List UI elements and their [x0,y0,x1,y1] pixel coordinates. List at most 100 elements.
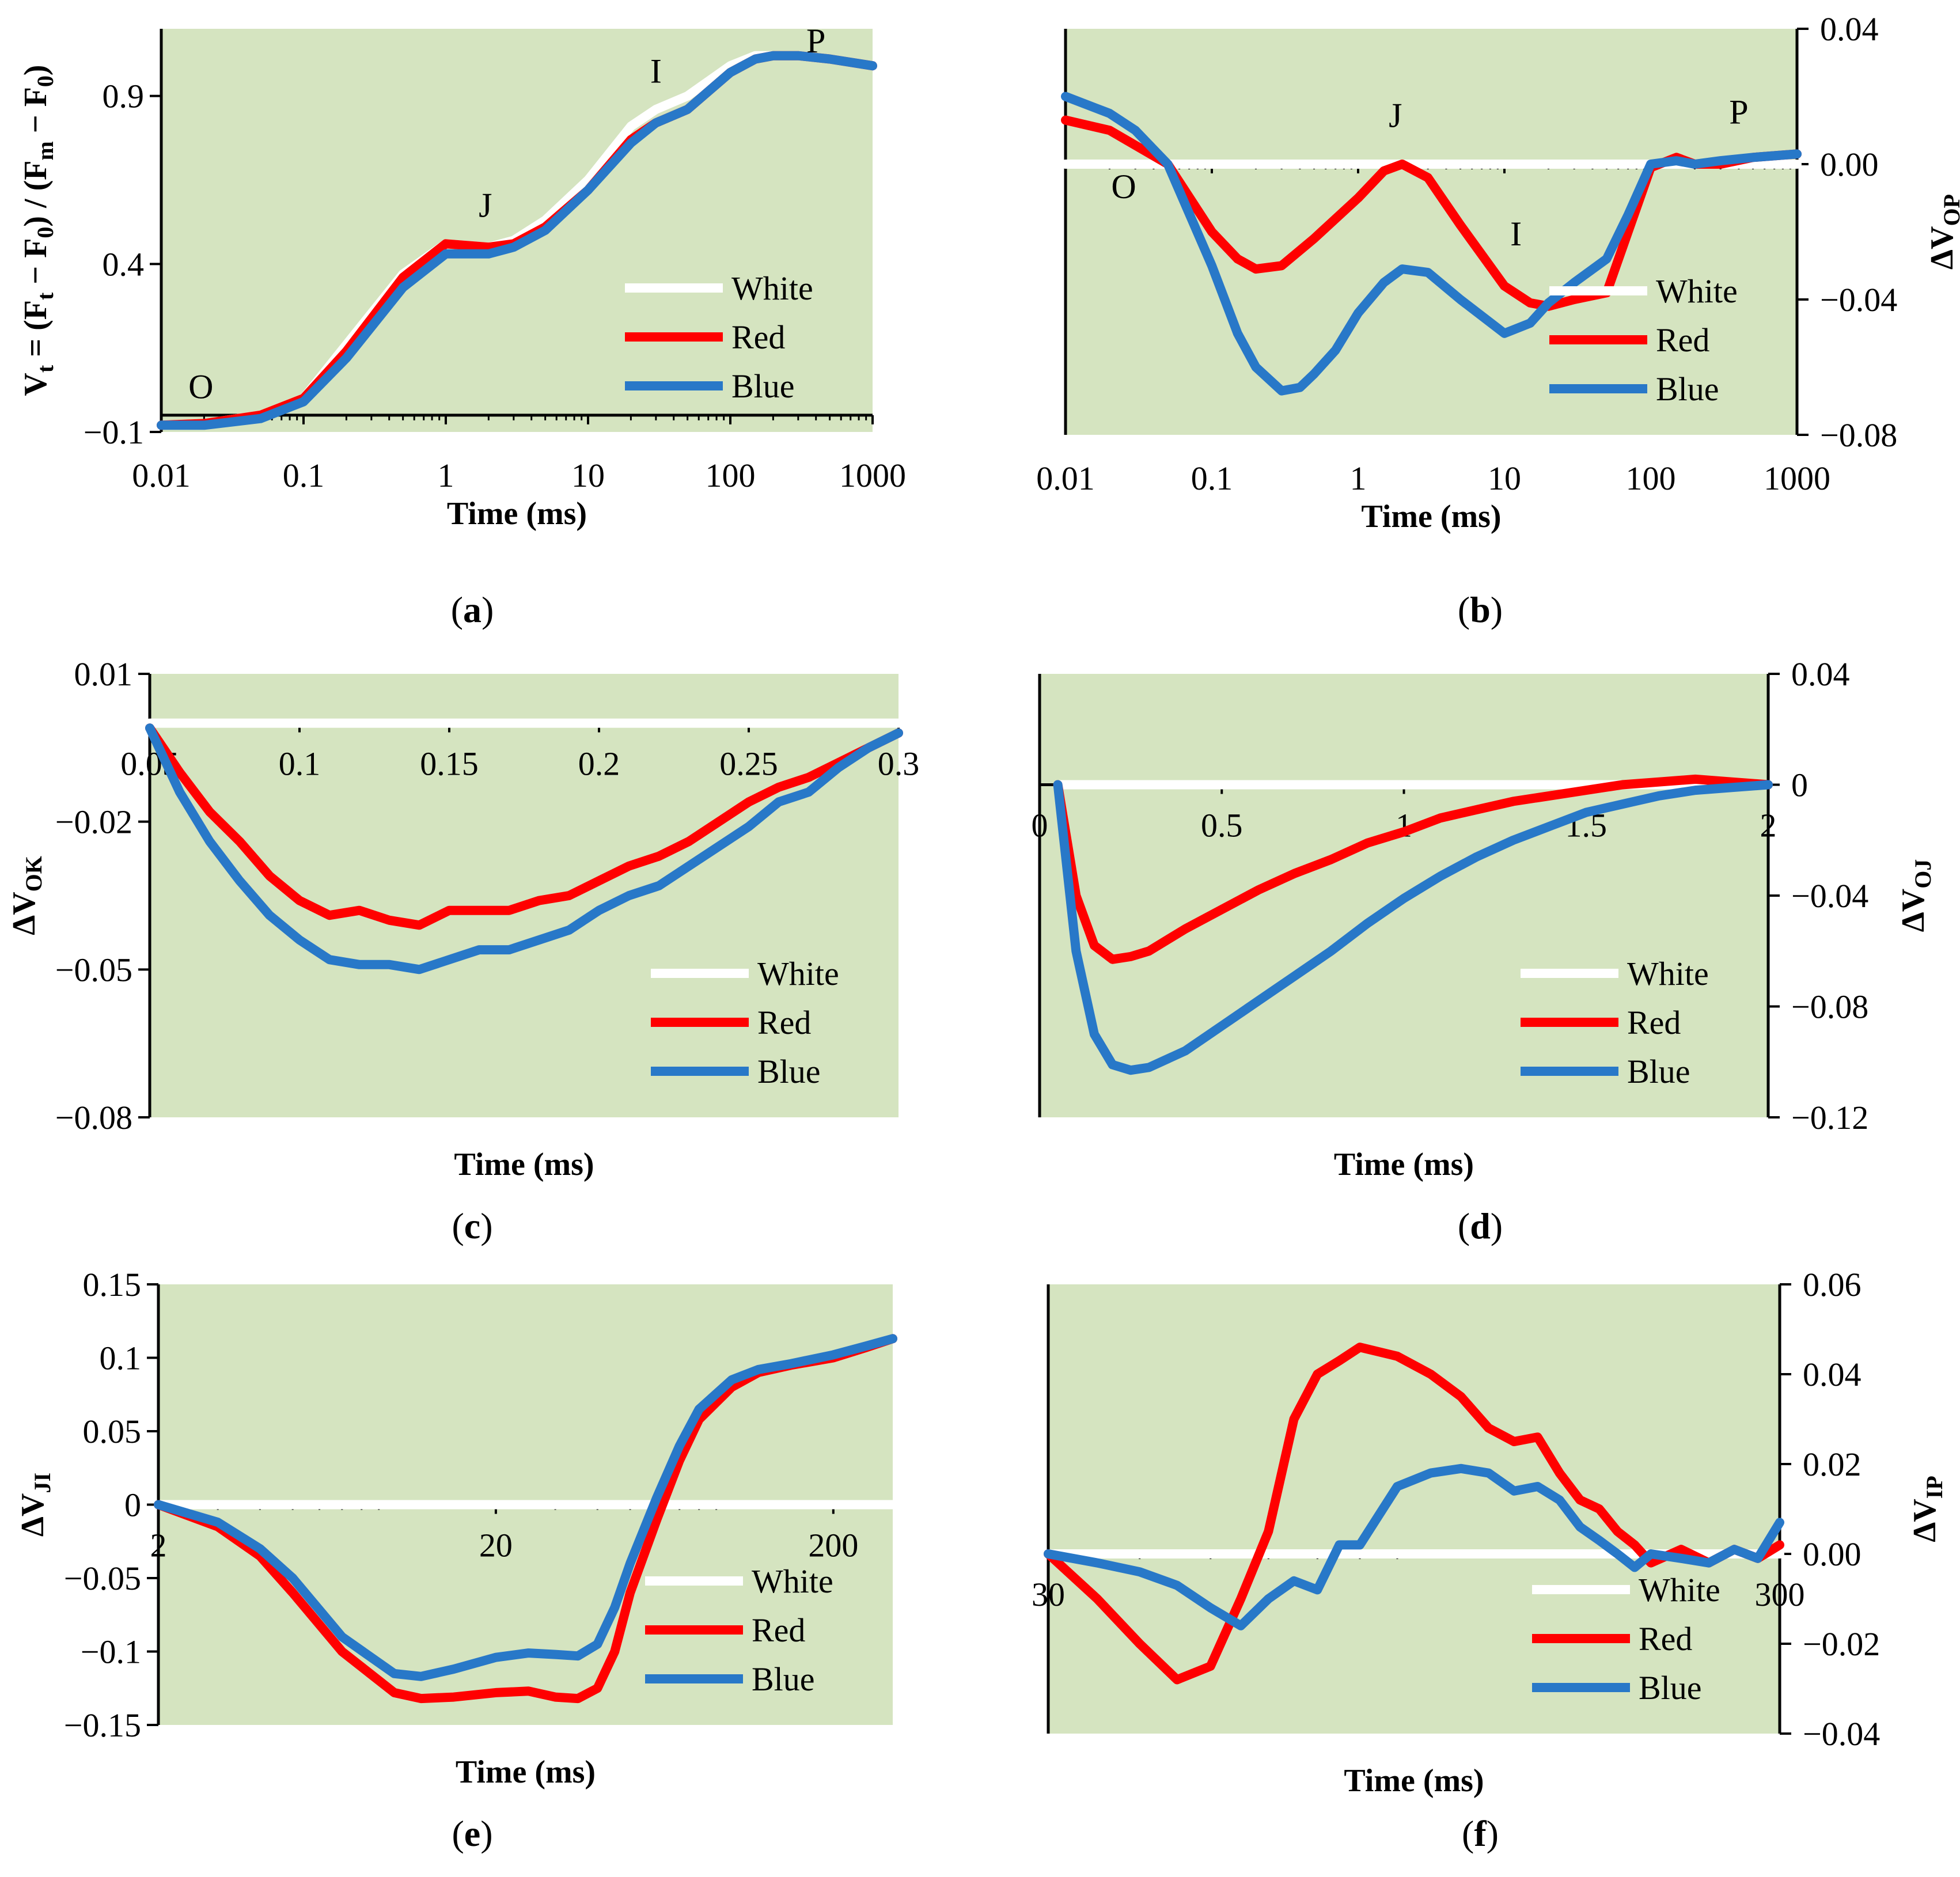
y-axis-title-f: ΔVIP [1907,1476,1947,1542]
caption-close: ) [480,1205,492,1246]
x-tick-label-a-2: 1 [438,457,454,494]
y-tick-label-f-1: −0.02 [1803,1625,1880,1663]
x-axis-title-d: Time (ms) [1334,1147,1474,1182]
plot-area-b [1066,29,1797,435]
caption-letter: b [1470,589,1491,630]
panel-caption-c: (c) [452,1205,492,1246]
y-tick-label-b-3: 0.04 [1820,10,1879,48]
caption-open: ( [1458,589,1470,630]
legend-label-a-blue: Blue [731,367,795,405]
x-tick-label-d-1: 0.5 [1201,807,1243,844]
panel-a: −0.1 0.4 0.9 0.01 0.1 1 10 100 1000 O J I P White Red B… [18,22,906,630]
legend-label-c-blue: Blue [757,1053,821,1090]
legend-label-c-red: Red [757,1004,811,1041]
caption-letter: a [463,589,482,630]
y-tick-label-a-0: −0.1 [84,414,144,451]
caption-letter: e [464,1813,480,1854]
caption-close: ) [1491,589,1503,630]
panel-caption-e: (e) [452,1813,492,1854]
series-line-a-blue [157,51,877,430]
annotation-a-3: P [806,22,825,60]
panel-caption-d: (d) [1458,1205,1503,1246]
series-line-e-blue [154,1334,897,1681]
legend-label-d-white: White [1627,955,1709,992]
y-axis-title-a: Vt = (Ft − F0) / (Fm − F0) [18,65,58,396]
annotation-a-2: I [650,52,662,90]
legend-label-b-blue: Blue [1656,370,1719,408]
y-tick-label-e-0: −0.15 [64,1707,141,1744]
y-tick-label-c-0: −0.08 [55,1099,132,1136]
series-line-c-red [145,723,903,930]
y-axis-title-b: ΔVOP [1924,194,1960,270]
x-tick-label-c-5: 0.3 [878,745,920,783]
y-tick-label-e-2: −0.05 [64,1560,141,1597]
x-tick-label-b-0: 0.01 [1036,460,1095,497]
x-tick-label-d-0: 0 [1032,807,1048,844]
y-tick-label-c-1: −0.05 [55,951,132,988]
y-tick-label-e-4: 0.05 [83,1413,142,1450]
x-tick-label-a-0: 0.01 [132,457,191,494]
caption-close: ) [1487,1813,1499,1854]
annotation-b-1: J [1389,96,1402,134]
caption-close: ) [480,1813,492,1854]
caption-close: ) [482,589,494,630]
caption-letter: d [1470,1205,1491,1246]
y-tick-label-d-2: −0.04 [1791,877,1868,915]
caption-close: ) [1491,1205,1503,1246]
caption-open: ( [1458,1205,1470,1246]
y-axis-title-c: ΔVOK [6,856,47,935]
y-tick-label-a-2: 0.9 [103,78,145,115]
legend-label-f-blue: Blue [1639,1669,1702,1707]
x-tick-label-c-4: 0.25 [719,745,778,783]
y-tick-label-d-0: −0.12 [1791,1099,1868,1136]
x-tick-label-e-0: 2 [150,1527,167,1564]
panel-f: −0.04 −0.02 0.00 0.02 0.04 0.06 30 300 White Red B… [1032,1266,1947,1854]
x-tick-label-e-1: 20 [479,1527,513,1564]
series-line-d-red [1053,774,1773,964]
panel-caption-b: (b) [1458,589,1503,630]
plot-area-c [150,674,899,1117]
annotation-b-0: O [1111,168,1136,206]
series-line-c-blue [145,723,903,974]
legend-label-f-red: Red [1639,1620,1692,1658]
annotation-a-1: J [479,187,492,225]
x-tick-label-a-1: 0.1 [283,457,325,494]
panel-b: −0.08 −0.04 0.00 0.04 0.01 0.1 1 10 100 1000 O J I P W… [1036,10,1960,630]
x-tick-label-e-2: 200 [808,1527,858,1564]
x-axis-title-a: Time (ms) [447,496,587,532]
panel-caption-a: (a) [451,589,494,630]
x-tick-label-b-5: 1000 [1764,460,1830,497]
plot-area-f [1048,1284,1780,1734]
y-tick-label-b-0: −0.08 [1820,416,1897,454]
caption-open: ( [1462,1813,1474,1854]
y-tick-label-f-2: 0.00 [1803,1535,1862,1573]
caption-open: ( [452,1205,464,1246]
x-tick-label-a-4: 100 [706,457,756,494]
series-line-d-blue [1053,780,1773,1075]
legend-label-a-white: White [731,270,813,307]
y-tick-label-d-4: 0.04 [1791,655,1850,693]
y-tick-label-f-3: 0.02 [1803,1446,1862,1483]
x-tick-label-d-4: 2 [1760,807,1777,844]
series-line-b-blue [1061,92,1802,396]
x-tick-label-b-2: 1 [1350,460,1367,497]
y-tick-label-b-2: 0.00 [1820,146,1879,183]
legend-label-e-red: Red [752,1611,805,1649]
caption-open: ( [452,1813,464,1854]
caption-letter: f [1474,1813,1487,1854]
legend-label-e-white: White [752,1563,833,1600]
caption-open: ( [451,589,463,630]
y-axis-title-d: ΔVOJ [1895,859,1936,932]
annotation-b-3: P [1729,93,1748,131]
annotation-a-0: O [188,368,213,406]
y-tick-label-c-3: 0.01 [74,655,133,693]
x-tick-label-f-0: 30 [1032,1576,1065,1613]
y-tick-label-b-1: −0.04 [1820,281,1897,318]
legend-label-c-white: White [757,955,839,992]
y-tick-label-f-5: 0.06 [1803,1266,1862,1303]
x-axis-title-f: Time (ms) [1344,1763,1484,1799]
y-axis-title-e: ΔVJI [15,1473,55,1537]
y-tick-label-a-1: 0.4 [103,245,145,283]
